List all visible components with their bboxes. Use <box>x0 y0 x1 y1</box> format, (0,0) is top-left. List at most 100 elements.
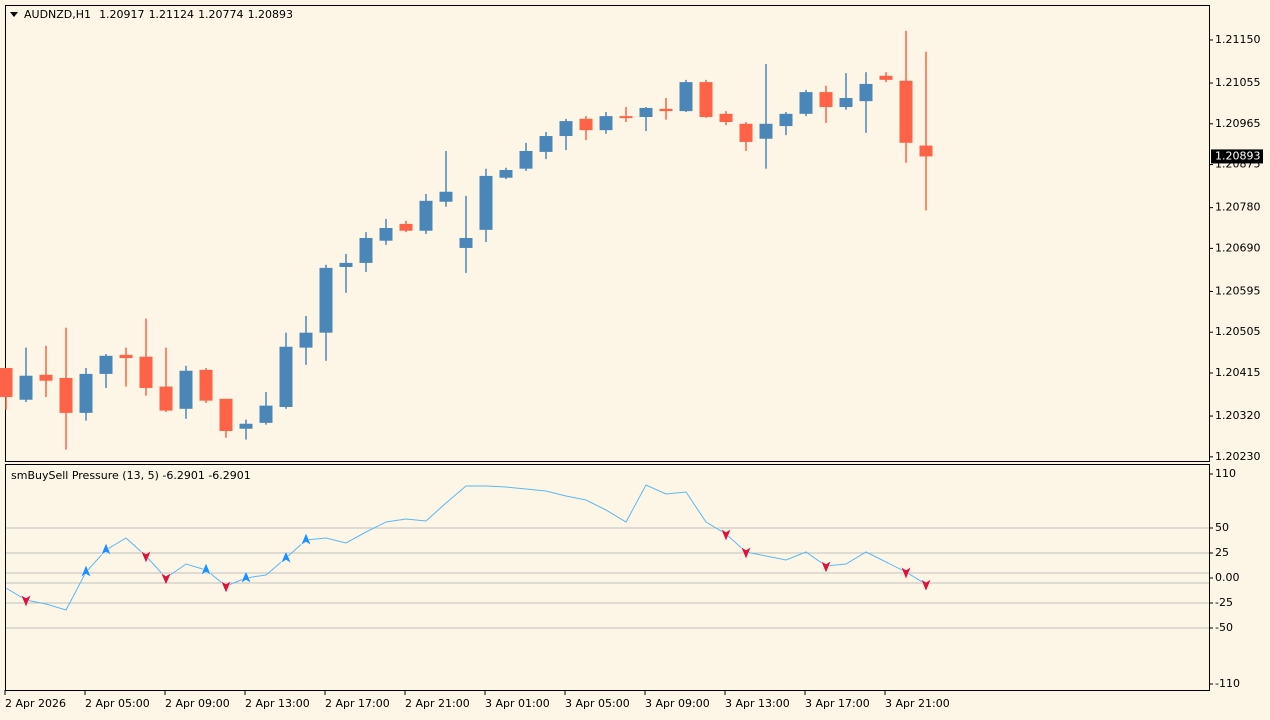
y-tick-label: -25 <box>1215 596 1233 609</box>
candle-body <box>859 83 873 102</box>
candle-body <box>599 116 613 131</box>
open-value: 1.20917 <box>99 8 145 21</box>
sell-arrow <box>740 546 752 560</box>
candle-body <box>459 237 473 248</box>
x-tick-label: 2 Apr 21:00 <box>405 697 470 710</box>
y-tick-label: 1.20320 <box>1215 409 1261 422</box>
x-tick-label: 2 Apr 05:00 <box>85 697 150 710</box>
candle-body <box>299 332 313 348</box>
y-tick-label: 1.21150 <box>1215 33 1261 46</box>
y-tick-label: -110 <box>1215 677 1240 690</box>
sell-arrow <box>720 528 732 542</box>
sell-arrow <box>140 550 152 564</box>
candle-body <box>579 118 593 131</box>
candle-body <box>319 267 333 333</box>
candle-body <box>839 97 853 108</box>
candle-body <box>419 200 433 231</box>
y-tick-label: 1.20505 <box>1215 325 1261 338</box>
y-tick-label: 25 <box>1215 546 1229 559</box>
buy-arrow <box>300 532 312 546</box>
x-tick-label: 2 Apr 09:00 <box>165 697 230 710</box>
x-tick-label: 3 Apr 09:00 <box>645 697 710 710</box>
y-tick-label: 1.20230 <box>1215 450 1261 463</box>
close-value: 1.20893 <box>248 8 294 21</box>
candle-body <box>779 113 793 127</box>
x-tick-label: 3 Apr 21:00 <box>885 697 950 710</box>
candle-body <box>699 82 713 118</box>
candle-body <box>739 123 753 142</box>
candle-body <box>19 375 33 400</box>
candle-body <box>619 116 633 119</box>
candle-body <box>379 228 393 241</box>
candle-body <box>139 356 153 388</box>
x-tick-label: 3 Apr 13:00 <box>725 697 790 710</box>
buy-arrow <box>100 542 112 556</box>
candle-body <box>719 113 733 122</box>
sell-arrow <box>160 572 172 586</box>
candle-body <box>79 373 93 413</box>
y-tick-label: 1.20415 <box>1215 366 1261 379</box>
candle-body <box>259 405 273 423</box>
price-label: 1.20893 <box>1215 149 1261 162</box>
y-tick-label: 1.20965 <box>1215 117 1261 130</box>
low-value: 1.20774 <box>198 8 244 21</box>
candle-body <box>199 369 213 401</box>
candle-body <box>0 368 13 398</box>
indicator-title: smBuySell Pressure (13, 5) -6.2901 -6.29… <box>11 469 251 482</box>
y-tick-label: 50 <box>1215 521 1229 534</box>
buy-arrow <box>200 562 212 576</box>
candle-body <box>179 370 193 409</box>
candle-body <box>679 82 693 112</box>
candle-body <box>339 262 353 267</box>
candle-body <box>879 75 893 80</box>
y-tick-label: 1.21055 <box>1215 76 1261 89</box>
buy-arrow <box>80 564 92 578</box>
candle-body <box>399 223 413 231</box>
sell-arrow <box>20 594 32 608</box>
symbol: AUDNZD,H1 <box>24 8 91 21</box>
candle-body <box>479 175 493 230</box>
high-value: 1.21124 <box>149 8 195 21</box>
candle-body <box>899 80 913 143</box>
menu-triangle[interactable] <box>10 12 18 17</box>
candle-body <box>539 136 553 152</box>
sell-arrow <box>220 580 232 594</box>
candle-body <box>279 346 293 407</box>
sell-arrow <box>900 566 912 580</box>
candle-body <box>119 354 133 359</box>
main-panel <box>5 5 1210 462</box>
candle-body <box>499 170 513 178</box>
buy-arrow <box>280 550 292 564</box>
candle-body <box>439 191 453 202</box>
y-tick-label: -50 <box>1215 621 1233 634</box>
candle-body <box>559 121 573 137</box>
candle-body <box>159 386 173 411</box>
y-tick-label: 1.20690 <box>1215 241 1261 254</box>
x-tick-label: 3 Apr 01:00 <box>485 697 550 710</box>
candle-body <box>819 92 833 108</box>
x-tick-label: 2 Apr 13:00 <box>245 697 310 710</box>
indicator-line <box>5 484 927 611</box>
y-tick-label: 0.00 <box>1215 571 1240 584</box>
candle-body <box>219 398 233 432</box>
candle-body <box>239 423 253 429</box>
candle-body <box>99 355 113 374</box>
buy-arrow <box>240 570 252 584</box>
y-tick-label: 1.20780 <box>1215 201 1261 214</box>
price-label-bg <box>1211 149 1263 164</box>
candle-body <box>519 150 533 169</box>
candle-body <box>799 92 813 114</box>
candle-body <box>919 145 933 157</box>
symbol-header: AUDNZD,H1 1.20917 1.21124 1.20774 1.20893 <box>24 8 293 21</box>
x-tick-label: 2 Apr 17:00 <box>325 697 390 710</box>
y-tick-label: 1.20595 <box>1215 284 1261 297</box>
candle-body <box>359 237 373 263</box>
x-tick-label: 3 Apr 05:00 <box>565 697 630 710</box>
candle-body <box>59 377 73 413</box>
sell-arrow <box>820 560 832 574</box>
candle-body <box>759 123 773 139</box>
candle-body <box>659 108 673 112</box>
